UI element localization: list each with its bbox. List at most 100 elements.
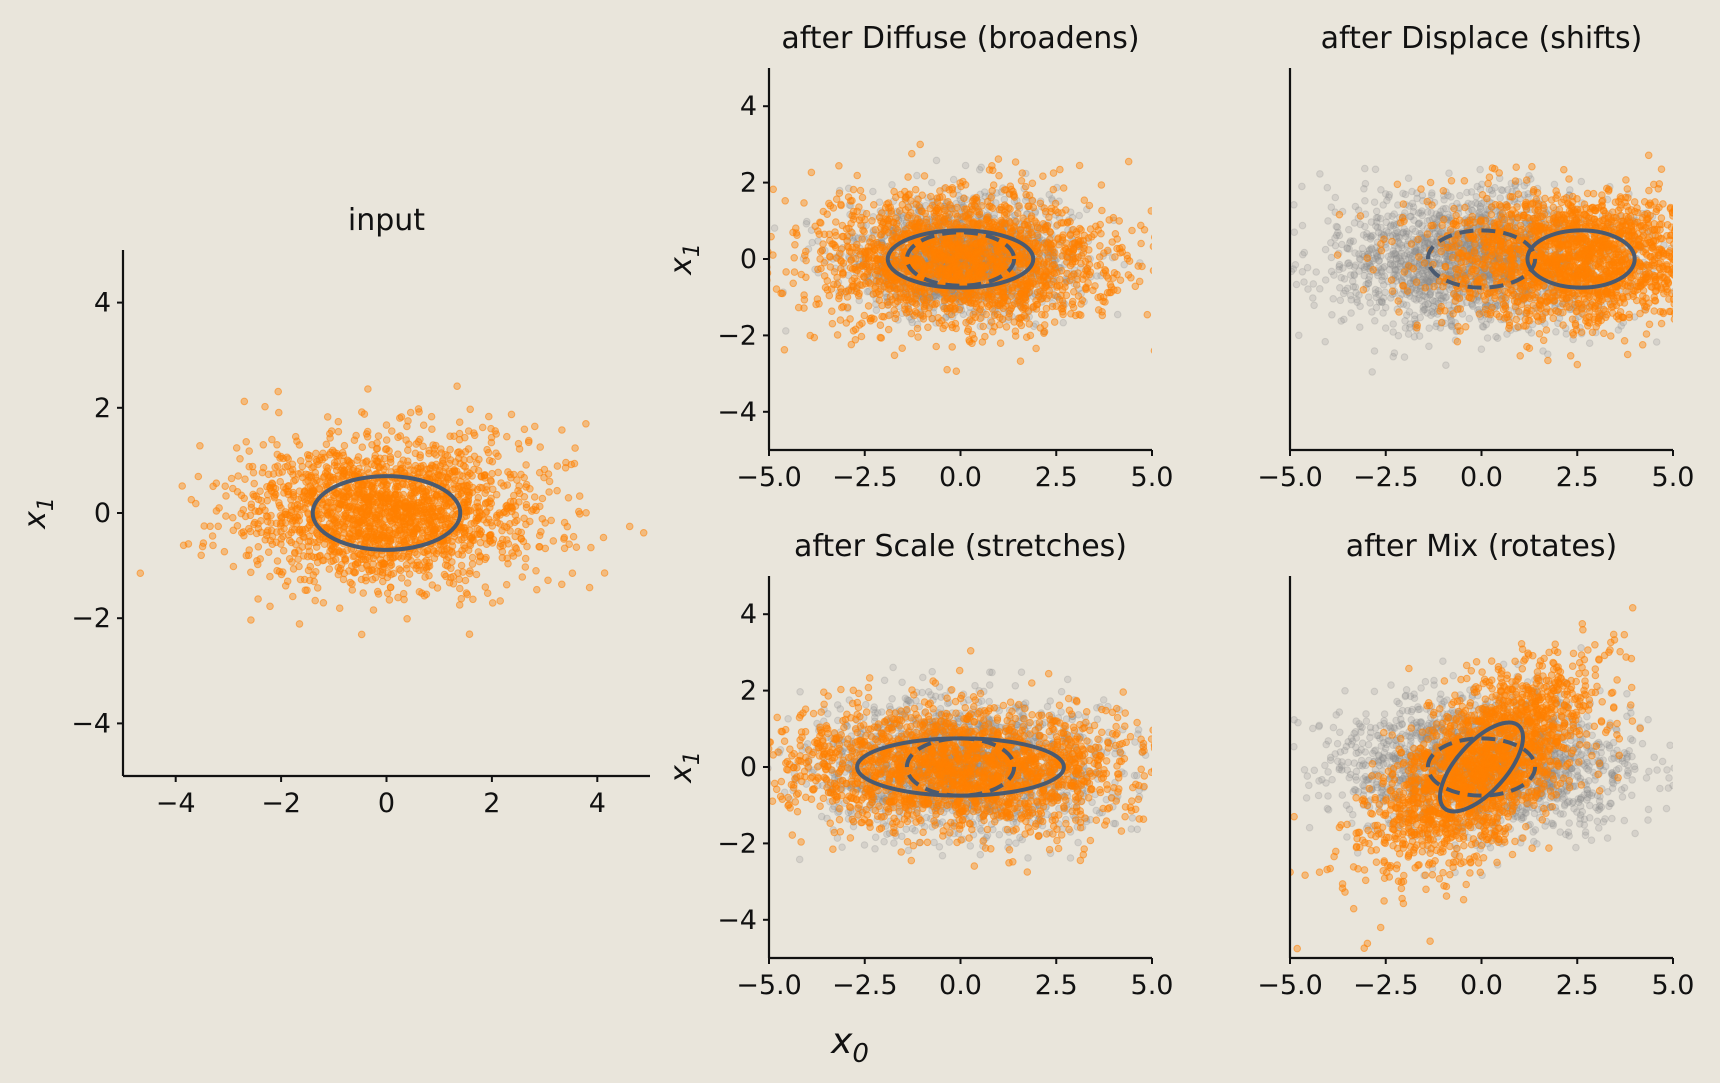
input-point-transformed <box>312 449 320 458</box>
input-point-transformed <box>455 536 463 544</box>
input-point-transformed <box>450 466 459 474</box>
input-point-transformed <box>535 468 544 477</box>
input-point-transformed <box>292 540 300 549</box>
input-point-transformed <box>455 601 464 609</box>
input-point-transformed <box>463 590 472 599</box>
input-point-transformed <box>569 532 578 541</box>
input-point-transformed <box>416 453 424 462</box>
diffuse-point-original <box>1059 318 1067 327</box>
diffuse-point-transformed <box>1091 282 1099 290</box>
input-point-transformed <box>464 495 473 504</box>
input-point-transformed <box>472 459 481 468</box>
input-point-transformed <box>532 567 540 575</box>
input-point-transformed <box>289 470 297 479</box>
input-point-transformed <box>245 546 253 554</box>
input-point-transformed <box>459 568 467 576</box>
input-point-transformed <box>242 438 250 446</box>
input-point-transformed <box>313 476 321 485</box>
input-point-transformed <box>248 462 257 471</box>
diffuse-point-original <box>949 175 958 184</box>
diffuse-point-original <box>770 224 779 232</box>
input-point-transformed <box>456 471 464 479</box>
input-point-transformed <box>311 596 320 605</box>
diffuse-point-transformed <box>1207 278 1214 285</box>
input-ylabel: x1 <box>18 497 59 530</box>
input-point-transformed <box>301 504 309 512</box>
input-point-transformed <box>247 568 255 577</box>
input-point-transformed <box>334 518 342 527</box>
input-point-transformed <box>466 567 474 575</box>
input-point-transformed <box>334 427 343 436</box>
input-point-transformed <box>432 549 441 558</box>
input-point-transformed <box>397 574 406 582</box>
input-point-transformed <box>541 544 550 553</box>
input-point-transformed <box>460 541 468 550</box>
input-ylabel-sub: 1 <box>34 497 59 511</box>
input-point-transformed <box>437 445 445 453</box>
input-point-transformed <box>363 433 372 441</box>
input-point-transformed <box>558 426 566 434</box>
input-point-transformed <box>383 589 392 598</box>
input-point-transformed <box>470 452 479 461</box>
input-point-transformed <box>424 486 433 495</box>
input-point-transformed <box>209 541 217 550</box>
input-point-transformed <box>473 530 482 539</box>
input-point-transformed <box>511 518 519 527</box>
input-point-transformed <box>547 516 556 525</box>
input-point-transformed <box>277 570 286 579</box>
diffuse-point-original <box>869 187 877 196</box>
input-point-transformed <box>334 417 343 426</box>
input-point-transformed <box>417 462 425 471</box>
input-point-transformed <box>523 542 531 551</box>
input-point-transformed <box>425 558 434 567</box>
input-point-transformed <box>240 397 249 406</box>
input-point-transformed <box>544 576 552 585</box>
input-point-transformed <box>229 562 238 571</box>
input-point-transformed <box>464 445 473 453</box>
input-point-transformed <box>236 455 244 463</box>
input-point-transformed <box>476 553 485 561</box>
diffuse-point-transformed <box>1017 177 1026 185</box>
input-point-transformed <box>266 602 274 611</box>
input-point-transformed <box>431 463 440 472</box>
input-point-transformed <box>418 487 427 496</box>
input-point-transformed <box>582 420 590 428</box>
input-point-transformed <box>465 481 474 489</box>
input-point-transformed <box>314 538 322 547</box>
input-point-transformed <box>290 502 299 510</box>
input-point-transformed <box>327 496 335 505</box>
input-point-transformed <box>494 452 502 461</box>
input-point-transformed <box>445 578 454 587</box>
input-point-transformed <box>399 490 408 499</box>
diffuse-point-transformed <box>1113 286 1122 295</box>
diffuse-point-transformed <box>801 251 809 260</box>
input-point-transformed <box>484 448 493 457</box>
input-point-transformed <box>277 522 285 530</box>
input-point-transformed <box>390 515 399 523</box>
diffuse-point-transformed <box>833 331 842 339</box>
input-point-transformed <box>279 532 287 541</box>
diffuse-point-original <box>808 238 817 247</box>
input-point-transformed <box>232 444 241 452</box>
input-point-transformed <box>301 586 310 595</box>
input-point-transformed <box>184 540 193 548</box>
input-point-transformed <box>293 513 302 522</box>
input-point-transformed <box>253 557 261 565</box>
diffuse-point-transformed <box>1028 179 1037 188</box>
input-point-transformed <box>388 427 396 435</box>
input-point-transformed <box>376 499 384 507</box>
input-point-transformed <box>358 443 367 452</box>
input-point-transformed <box>503 523 511 532</box>
input-point-transformed <box>295 620 304 628</box>
diffuse-point-transformed <box>782 268 790 276</box>
input-point-transformed <box>306 562 315 571</box>
input-point-transformed <box>370 484 379 493</box>
input-point-transformed <box>560 533 569 542</box>
input-point-transformed <box>209 482 217 491</box>
input-point-transformed <box>414 405 423 413</box>
diffuse-point-transformed <box>1100 249 1108 257</box>
diffuse-plot-area <box>769 140 1214 376</box>
input-point-transformed <box>348 504 356 513</box>
input-point-transformed <box>312 529 321 537</box>
